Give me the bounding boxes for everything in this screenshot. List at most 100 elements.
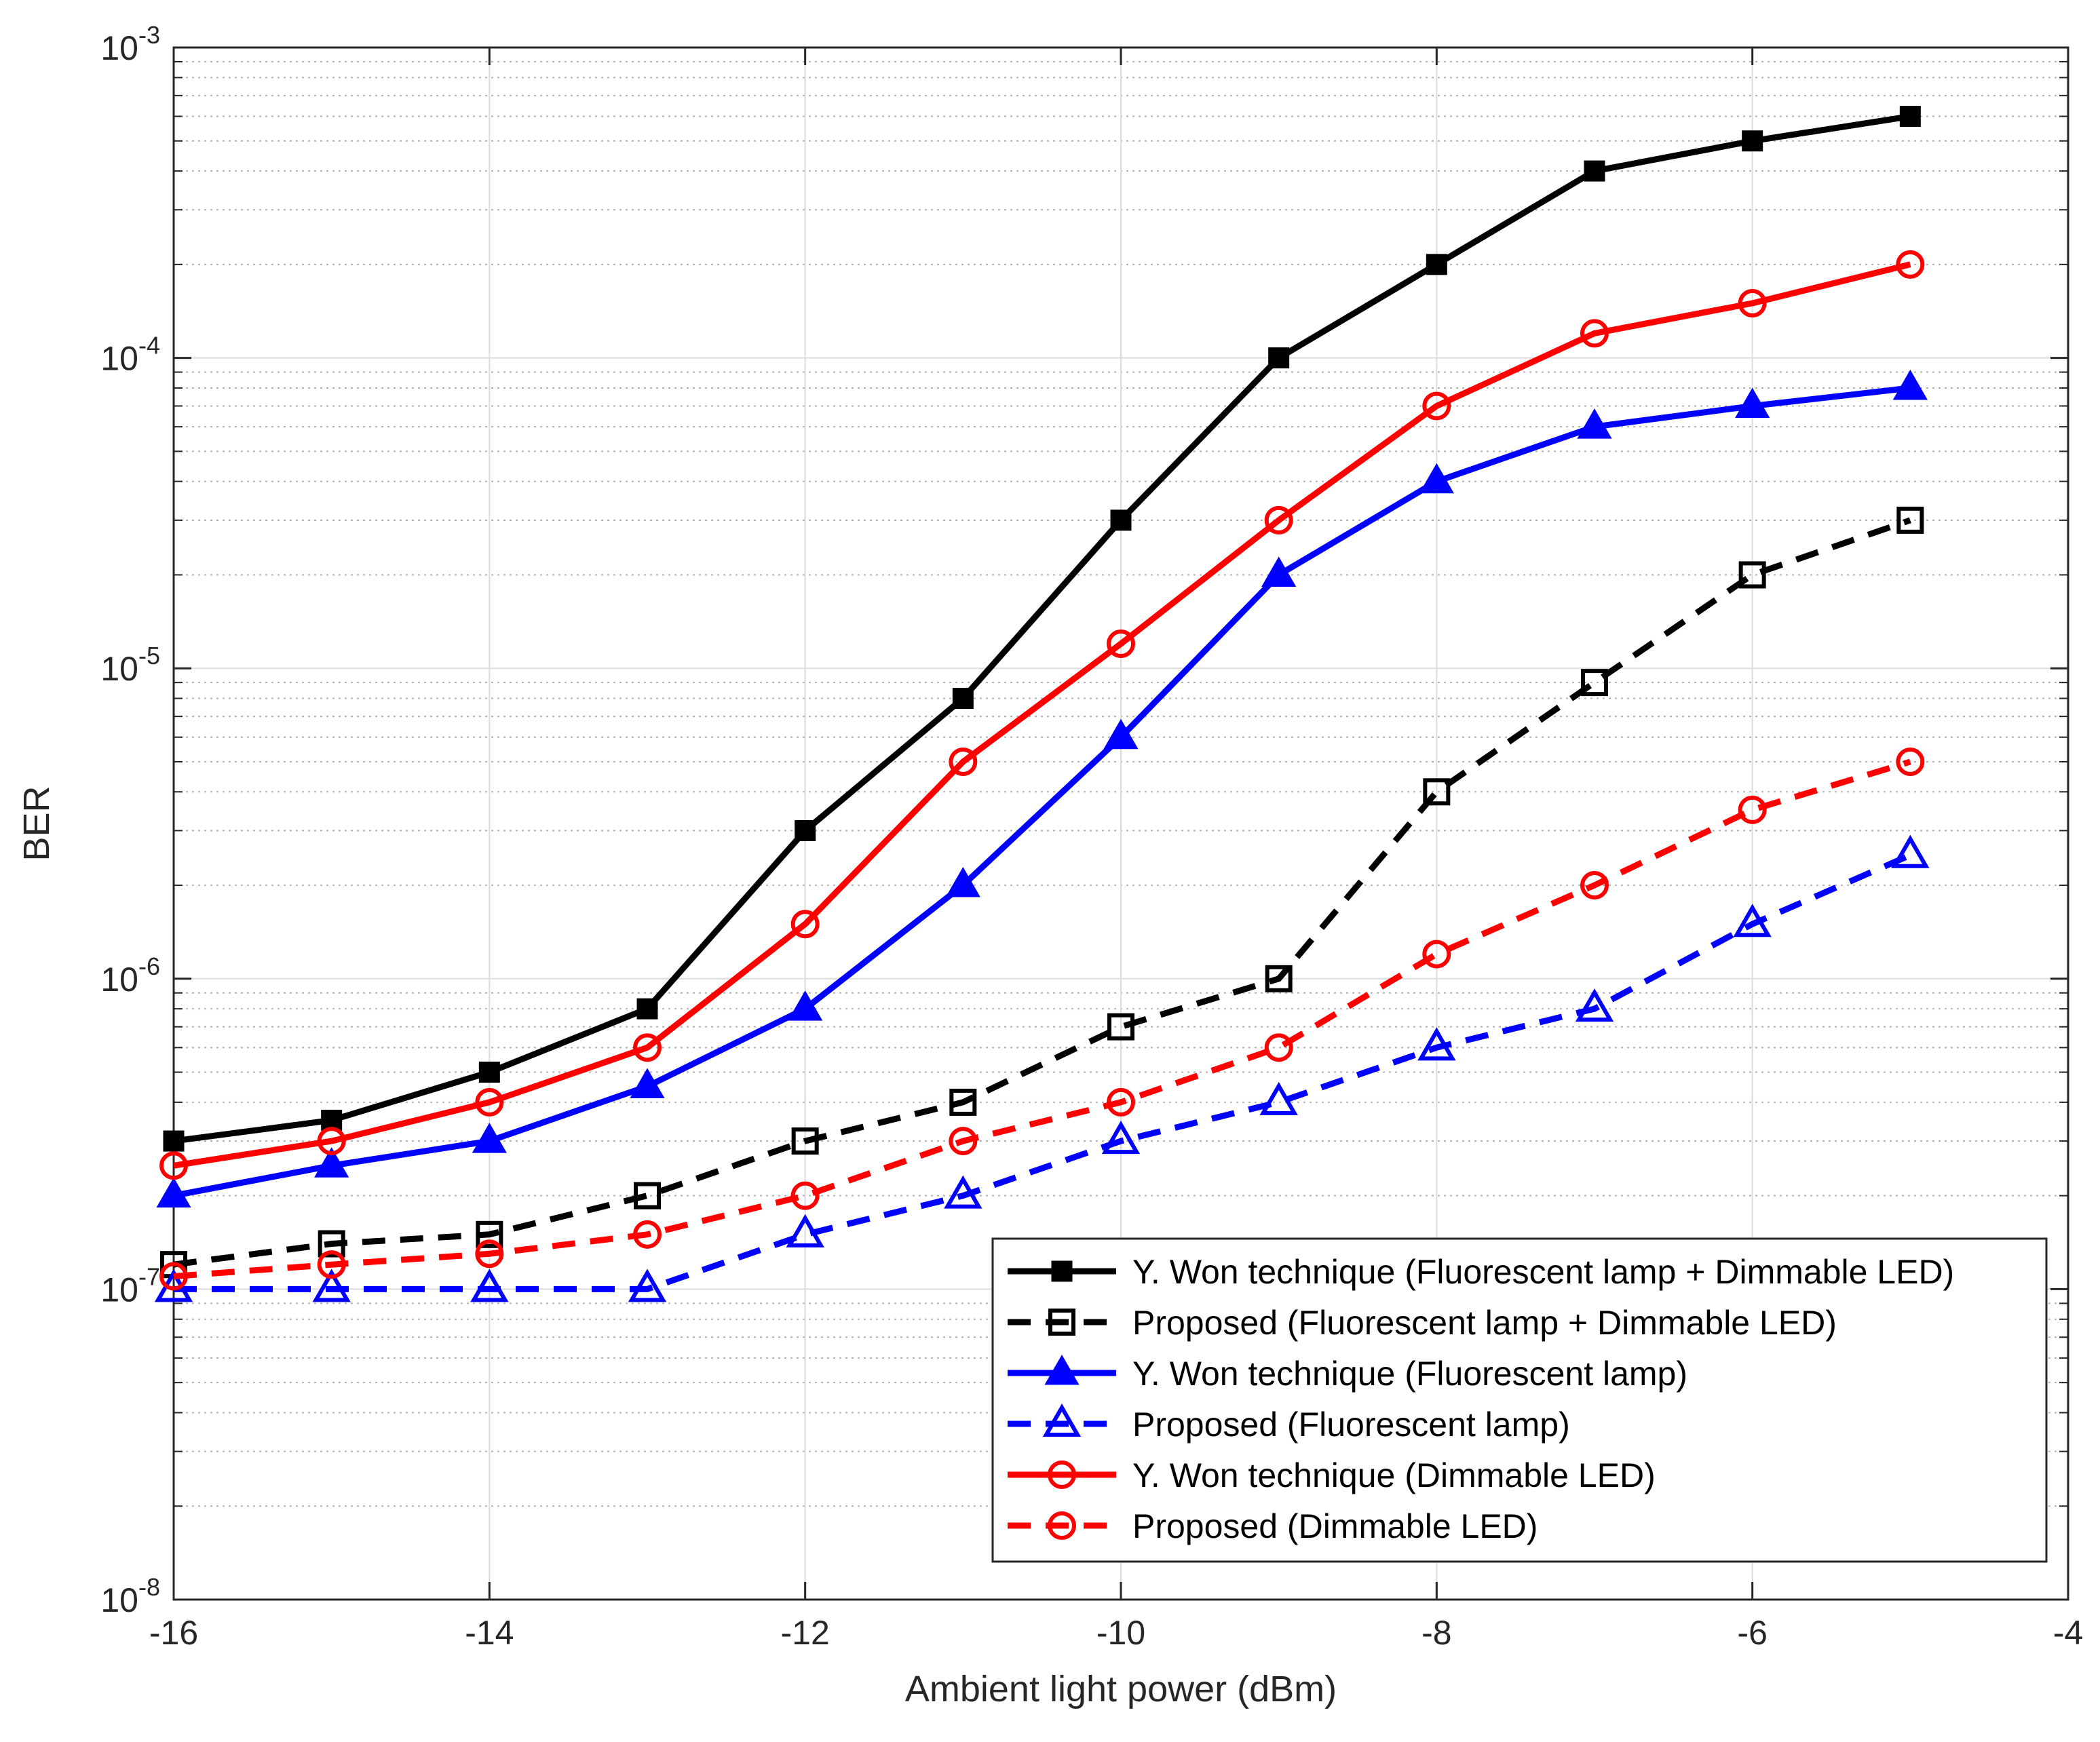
series-2-point bbox=[1265, 965, 1293, 992]
x-axis-title: Ambient light power (dBm) bbox=[905, 1669, 1337, 1709]
y-tick-label-base: 10 bbox=[100, 340, 138, 378]
legend-marker bbox=[1044, 1354, 1080, 1385]
series-2-point bbox=[1738, 561, 1766, 589]
legend-entry-1: Y. Won technique (Fluorescent lamp + Dim… bbox=[1008, 1253, 1954, 1291]
series-5-point bbox=[1107, 629, 1135, 658]
axis-ticks bbox=[172, 46, 2069, 1601]
x-tick-label: -16 bbox=[149, 1614, 198, 1652]
series-5-point bbox=[633, 1033, 662, 1062]
legend-entry-2: Proposed (Fluorescent lamp + Dimmable LE… bbox=[1008, 1304, 1837, 1342]
legend-label: Y. Won technique (Fluorescent lamp) bbox=[1132, 1355, 1687, 1393]
y-tick-label-base: 10 bbox=[100, 1271, 138, 1309]
y-tick-label-base: 10 bbox=[100, 650, 138, 688]
series-4-point bbox=[1417, 1027, 1456, 1061]
series-5-point bbox=[1580, 319, 1609, 348]
series-3-point bbox=[1735, 387, 1770, 418]
series-3-line bbox=[173, 385, 1911, 1199]
y-tick-label: 10-7 bbox=[100, 1262, 160, 1309]
series-5-point bbox=[949, 747, 978, 776]
series-4-point bbox=[786, 1214, 824, 1247]
series-6-point bbox=[633, 1220, 662, 1249]
series-5-point bbox=[1896, 250, 1925, 279]
series-4-point bbox=[312, 1269, 351, 1302]
legend-label: Proposed (Dimmable LED) bbox=[1132, 1507, 1538, 1545]
y-tick-label-base: 10 bbox=[100, 1581, 138, 1619]
series-6-point bbox=[1738, 795, 1767, 824]
series-4-point bbox=[1733, 904, 1772, 937]
series-6-point bbox=[949, 1127, 978, 1156]
series-3-point bbox=[1892, 369, 1928, 400]
series-2-point bbox=[318, 1230, 345, 1258]
series-layer bbox=[154, 106, 1930, 1302]
x-tick-label: -4 bbox=[2053, 1614, 2083, 1652]
y-tick-label-exponent: -4 bbox=[138, 332, 160, 360]
series-3-point bbox=[1103, 718, 1139, 750]
series-6-point bbox=[1422, 940, 1451, 969]
series-6-point bbox=[475, 1239, 504, 1269]
series-6 bbox=[159, 747, 1925, 1291]
legend-entry-5: Y. Won technique (Dimmable LED) bbox=[1008, 1456, 1656, 1494]
series-2-point bbox=[791, 1127, 819, 1155]
legend-marker bbox=[1051, 1260, 1073, 1282]
series-6-point bbox=[1580, 871, 1609, 900]
series-3 bbox=[156, 369, 1928, 1208]
series-2-line bbox=[173, 517, 1911, 1268]
series-3-point bbox=[1577, 408, 1612, 439]
series-5-point bbox=[475, 1087, 504, 1117]
series-1-point bbox=[795, 819, 816, 841]
series-3-point bbox=[945, 867, 980, 897]
series-6-point bbox=[317, 1250, 346, 1279]
series-5-point bbox=[159, 1151, 188, 1180]
series-1-point bbox=[952, 688, 974, 710]
series-1-point bbox=[1899, 106, 1921, 128]
series-6-point bbox=[1264, 1033, 1293, 1062]
series-1-point bbox=[1268, 347, 1290, 369]
series-2-point bbox=[1107, 1013, 1134, 1041]
series-3-point bbox=[788, 990, 823, 1021]
y-tick-label-exponent: -5 bbox=[138, 642, 160, 670]
y-tick-label: 10-3 bbox=[100, 21, 160, 67]
x-tick-label: -12 bbox=[781, 1614, 830, 1652]
legend-marker bbox=[1048, 1309, 1075, 1336]
series-2 bbox=[160, 506, 1924, 1279]
series-5-line bbox=[173, 261, 1911, 1169]
series-4-point bbox=[944, 1175, 982, 1209]
series-2-point bbox=[476, 1220, 503, 1248]
legend-label: Y. Won technique (Fluorescent lamp + Dim… bbox=[1132, 1253, 1954, 1291]
series-6-point bbox=[1107, 1087, 1135, 1117]
x-tick-label: -8 bbox=[1421, 1614, 1451, 1652]
series-5-point bbox=[317, 1127, 346, 1156]
series-1-point bbox=[1584, 160, 1605, 182]
y-tick-label: 10-8 bbox=[100, 1573, 160, 1619]
y-tick-label-exponent: -6 bbox=[138, 952, 160, 980]
series-1-line bbox=[173, 113, 1911, 1144]
y-axis-title: BER bbox=[16, 786, 57, 861]
y-tick-label: 10-5 bbox=[100, 642, 160, 688]
series-1-point bbox=[1742, 130, 1763, 152]
legend-entry-3: Y. Won technique (Fluorescent lamp) bbox=[1008, 1354, 1687, 1393]
y-tick-label-exponent: -8 bbox=[138, 1573, 160, 1601]
series-5-point bbox=[1738, 289, 1767, 318]
legend-label: Proposed (Fluorescent lamp) bbox=[1132, 1406, 1570, 1444]
series-5-point bbox=[1264, 505, 1293, 535]
x-tick-labels: -16 -14 -12 -10 -8 -6 -4 bbox=[149, 1614, 2083, 1652]
series-4-point bbox=[1101, 1121, 1141, 1155]
y-tick-label: 10-6 bbox=[100, 952, 160, 999]
series-2-point bbox=[1423, 778, 1451, 806]
series-4-point bbox=[1259, 1081, 1298, 1115]
series-3-point bbox=[1261, 556, 1297, 587]
legend-label: Proposed (Fluorescent lamp + Dimmable LE… bbox=[1132, 1304, 1837, 1342]
series-5 bbox=[159, 250, 1925, 1180]
legend-label: Y. Won technique (Dimmable LED) bbox=[1132, 1456, 1656, 1494]
series-6-point bbox=[1896, 747, 1925, 776]
series-3-point bbox=[472, 1123, 507, 1153]
y-tick-label-exponent: -3 bbox=[138, 21, 160, 49]
series-3-point bbox=[630, 1068, 665, 1098]
series-1-point bbox=[1110, 509, 1132, 531]
y-tick-label: 10-4 bbox=[100, 332, 160, 378]
series-2-point bbox=[634, 1182, 661, 1209]
series-3-point bbox=[314, 1147, 349, 1178]
series-2-point bbox=[949, 1088, 977, 1116]
series-6-line bbox=[173, 758, 1911, 1279]
